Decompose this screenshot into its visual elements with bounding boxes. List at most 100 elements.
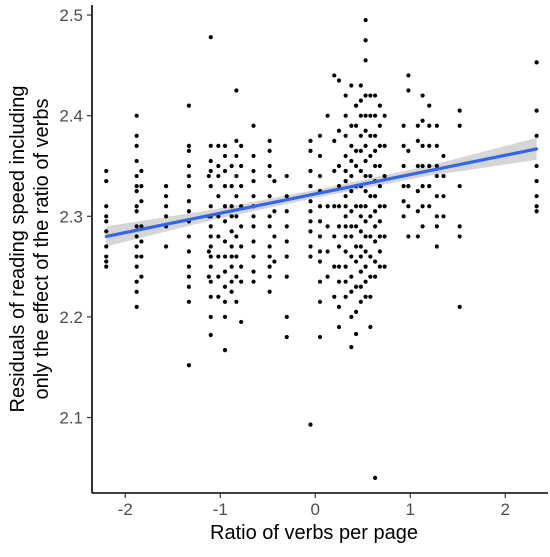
data-point — [427, 123, 432, 128]
data-point — [186, 163, 191, 169]
x-tick-label: 2 — [501, 500, 510, 519]
data-point — [358, 168, 363, 174]
data-point — [267, 224, 272, 229]
data-point — [272, 234, 277, 239]
data-point — [382, 234, 387, 239]
data-point — [186, 284, 191, 289]
data-point — [415, 163, 420, 169]
data-point — [349, 209, 354, 214]
data-point — [332, 234, 337, 239]
data-point — [267, 214, 272, 219]
data-point — [363, 128, 368, 133]
data-point — [317, 259, 323, 264]
data-point — [317, 299, 323, 304]
x-tick-label: 0 — [311, 500, 320, 519]
data-point — [134, 204, 139, 209]
data-point — [368, 93, 373, 98]
data-point — [377, 123, 382, 128]
data-point — [457, 234, 462, 239]
data-point — [415, 209, 420, 214]
data-point — [336, 184, 342, 189]
data-point — [373, 239, 378, 244]
data-point — [317, 279, 323, 284]
data-point — [234, 214, 239, 219]
data-point — [368, 254, 373, 259]
data-point — [186, 173, 191, 179]
data-point — [358, 133, 363, 138]
data-point — [332, 294, 337, 299]
y-tick-label: 2.5 — [59, 6, 83, 25]
data-point — [325, 204, 330, 209]
data-point — [534, 108, 539, 113]
data-point — [457, 184, 462, 189]
x-tick-label: -1 — [213, 500, 228, 519]
data-point — [368, 153, 373, 159]
data-point — [325, 274, 330, 279]
data-point — [308, 199, 313, 204]
data-point — [343, 113, 348, 118]
data-point — [343, 294, 348, 299]
data-point — [239, 319, 244, 325]
data-point — [377, 264, 382, 269]
data-point — [354, 148, 359, 153]
data-point — [377, 234, 382, 239]
data-point — [208, 244, 213, 249]
data-point — [229, 289, 234, 294]
data-point — [239, 184, 244, 189]
data-point — [208, 332, 213, 338]
data-point — [186, 264, 191, 269]
data-point — [229, 279, 234, 284]
data-point — [368, 274, 373, 279]
data-point — [229, 163, 234, 169]
data-point — [343, 234, 348, 239]
data-point — [368, 194, 373, 199]
data-point — [373, 209, 378, 214]
data-point — [234, 274, 239, 279]
data-point — [104, 204, 109, 209]
data-point — [186, 148, 191, 153]
data-point — [134, 234, 139, 239]
data-point — [336, 163, 342, 169]
data-point — [363, 143, 368, 148]
data-point — [373, 113, 378, 118]
data-point — [363, 58, 368, 63]
data-point — [134, 244, 139, 249]
data-point — [354, 103, 359, 108]
y-axis-title-line-2: only the effect of the ratio of verbs — [31, 99, 53, 400]
data-point — [284, 254, 289, 259]
data-point — [317, 234, 323, 239]
data-point — [251, 239, 256, 244]
data-point — [415, 234, 420, 239]
data-point — [373, 194, 378, 199]
data-point — [358, 214, 363, 219]
data-point — [349, 83, 354, 88]
data-point — [317, 219, 323, 224]
data-point — [406, 204, 411, 209]
data-point — [229, 244, 234, 249]
data-point — [284, 194, 289, 199]
data-point — [272, 178, 277, 184]
data-point — [206, 173, 211, 179]
data-point — [267, 274, 272, 279]
data-point — [317, 153, 323, 159]
data-point — [134, 173, 139, 179]
data-point — [363, 279, 368, 284]
data-point — [134, 189, 139, 194]
data-point — [358, 204, 363, 209]
data-point — [427, 163, 432, 169]
data-point — [134, 289, 139, 294]
axes-layer — [91, 5, 548, 494]
data-point — [368, 324, 373, 330]
data-point — [134, 279, 139, 284]
data-point — [208, 294, 213, 299]
data-point — [363, 204, 368, 209]
data-point — [229, 184, 234, 189]
data-point — [420, 118, 425, 123]
data-point — [251, 224, 256, 229]
data-point — [368, 133, 373, 138]
data-point — [216, 234, 221, 239]
data-point — [308, 219, 313, 224]
data-point — [251, 254, 256, 259]
data-point — [208, 264, 213, 269]
data-point — [363, 264, 368, 269]
